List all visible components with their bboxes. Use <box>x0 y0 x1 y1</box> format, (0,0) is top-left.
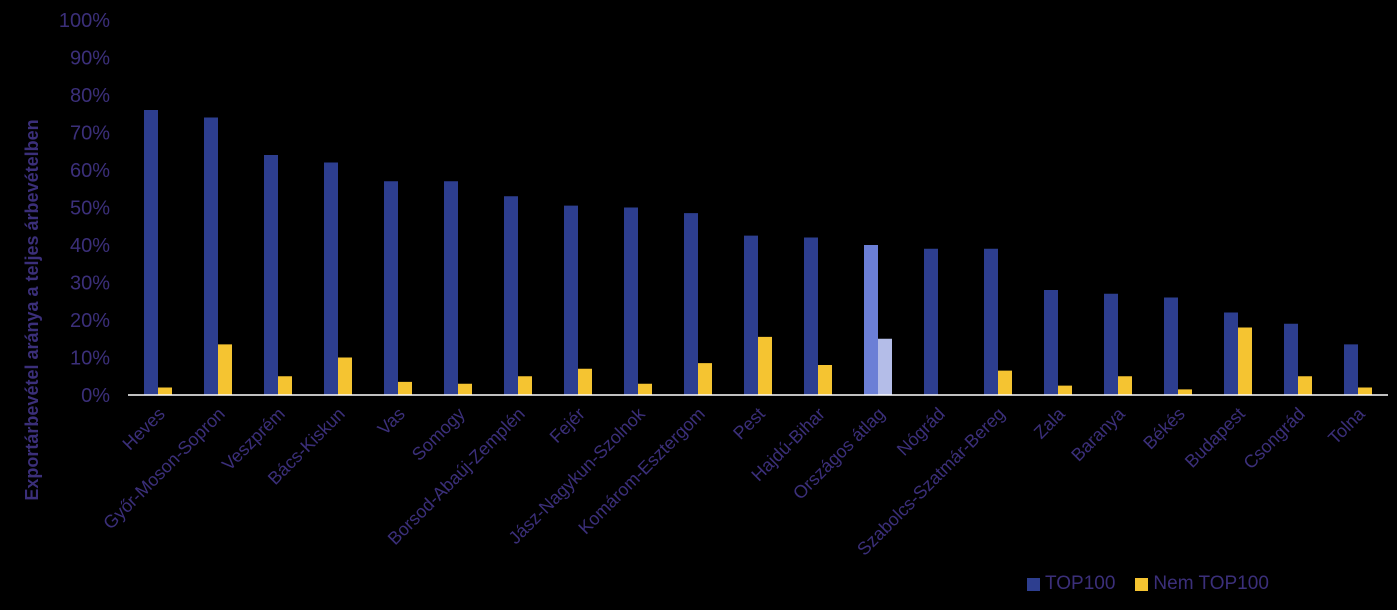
y-tick-label: 20% <box>70 310 110 332</box>
bar-nem-top100 <box>1118 376 1132 395</box>
bar-nem-top100 <box>278 376 292 395</box>
x-category-label: Békés <box>1139 404 1189 454</box>
bar-nem-top100 <box>758 336 772 395</box>
legend-label-top100: TOP100 <box>1045 573 1116 594</box>
bar-nem-top100 <box>158 387 172 395</box>
bar-nem-top100 <box>218 344 232 395</box>
bar-nem-top100 <box>338 357 352 395</box>
legend-item-nem-top100: Nem TOP100 <box>1135 573 1269 595</box>
bar-top100 <box>1044 290 1058 395</box>
y-axis-label-group: Exportárbevétel aránya a teljes árbevéte… <box>22 119 42 500</box>
bar-nem-top100 <box>518 376 532 395</box>
bar-top100 <box>1164 297 1178 395</box>
bar-nem-top100 <box>698 363 712 395</box>
bar-top100 <box>1104 293 1118 395</box>
x-axis-category-labels: HevesGyőr-Moson-SopronVeszprémBács-Kisku… <box>99 403 1369 559</box>
bar-top100 <box>1224 312 1238 395</box>
bar-top100 <box>1284 323 1298 395</box>
x-category-label: Győr-Moson-Sopron <box>99 404 228 533</box>
y-tick-label: 10% <box>70 348 110 370</box>
bar-top100 <box>204 117 218 395</box>
x-category-label: Baranya <box>1067 403 1129 465</box>
bar-top100 <box>324 162 338 395</box>
bar-nem-top100 <box>458 383 472 395</box>
bar-nem-top100 <box>398 381 412 395</box>
bar-nem-top100 <box>998 370 1012 395</box>
y-tick-label: 100% <box>59 10 110 32</box>
legend: TOP100 Nem TOP100 <box>1027 573 1289 595</box>
bar-top100 <box>744 235 758 395</box>
bar-nem-top100 <box>638 383 652 395</box>
x-category-label: Nógrád <box>893 404 949 460</box>
bar-nem-top100 <box>1358 387 1372 395</box>
y-tick-label: 30% <box>70 273 110 295</box>
bar-top100 <box>684 213 698 395</box>
bar-top100 <box>924 248 938 395</box>
bar-nem-top100 <box>1058 385 1072 395</box>
bar-top100 <box>564 205 578 395</box>
x-category-label: Zala <box>1030 403 1070 443</box>
bar-nem-top100 <box>878 338 892 395</box>
legend-swatch-top100 <box>1027 577 1040 591</box>
bar-nem-top100 <box>1238 327 1252 395</box>
legend-label-nem-top100: Nem TOP100 <box>1153 573 1269 594</box>
y-tick-label: 70% <box>70 123 110 145</box>
bar-top100 <box>144 110 158 395</box>
y-tick-label: 50% <box>70 198 110 220</box>
y-tick-label: 40% <box>70 235 110 257</box>
y-tick-label: 80% <box>70 85 110 107</box>
x-category-label: Heves <box>119 404 169 454</box>
bar-top100 <box>384 181 398 395</box>
legend-item-top100: TOP100 <box>1027 573 1115 595</box>
bar-nem-top100 <box>818 365 832 395</box>
bar-top100 <box>864 245 878 395</box>
y-axis-title: Exportárbevétel aránya a teljes árbevéte… <box>22 119 42 500</box>
y-tick-label: 90% <box>70 48 110 70</box>
bar-top100 <box>504 196 518 395</box>
bar-top100 <box>1344 344 1358 395</box>
bar-top100 <box>264 155 278 395</box>
bar-nem-top100 <box>1178 389 1192 395</box>
bar-top100 <box>804 237 818 395</box>
x-category-label: Tolna <box>1324 403 1369 448</box>
bar-top100 <box>984 248 998 395</box>
bars <box>144 110 1372 395</box>
y-tick-label: 60% <box>70 160 110 182</box>
bar-nem-top100 <box>1298 376 1312 395</box>
y-axis-ticks: 0% 10% 20% 30% 40% 50% 60% 70% 80% 90% 100% <box>59 10 110 407</box>
bar-top100 <box>444 181 458 395</box>
x-category-label: Budapest <box>1181 404 1249 472</box>
bar-top100 <box>624 207 638 395</box>
x-category-label: Fejér <box>546 404 589 447</box>
x-category-label: Vas <box>374 404 409 439</box>
bar-nem-top100 <box>578 368 592 395</box>
x-category-label: Somogy <box>408 404 469 465</box>
legend-swatch-nem-top100 <box>1135 577 1149 591</box>
x-category-label: Pest <box>729 404 769 444</box>
y-tick-label: 0% <box>81 385 110 407</box>
x-category-label: Csongrád <box>1239 404 1308 473</box>
